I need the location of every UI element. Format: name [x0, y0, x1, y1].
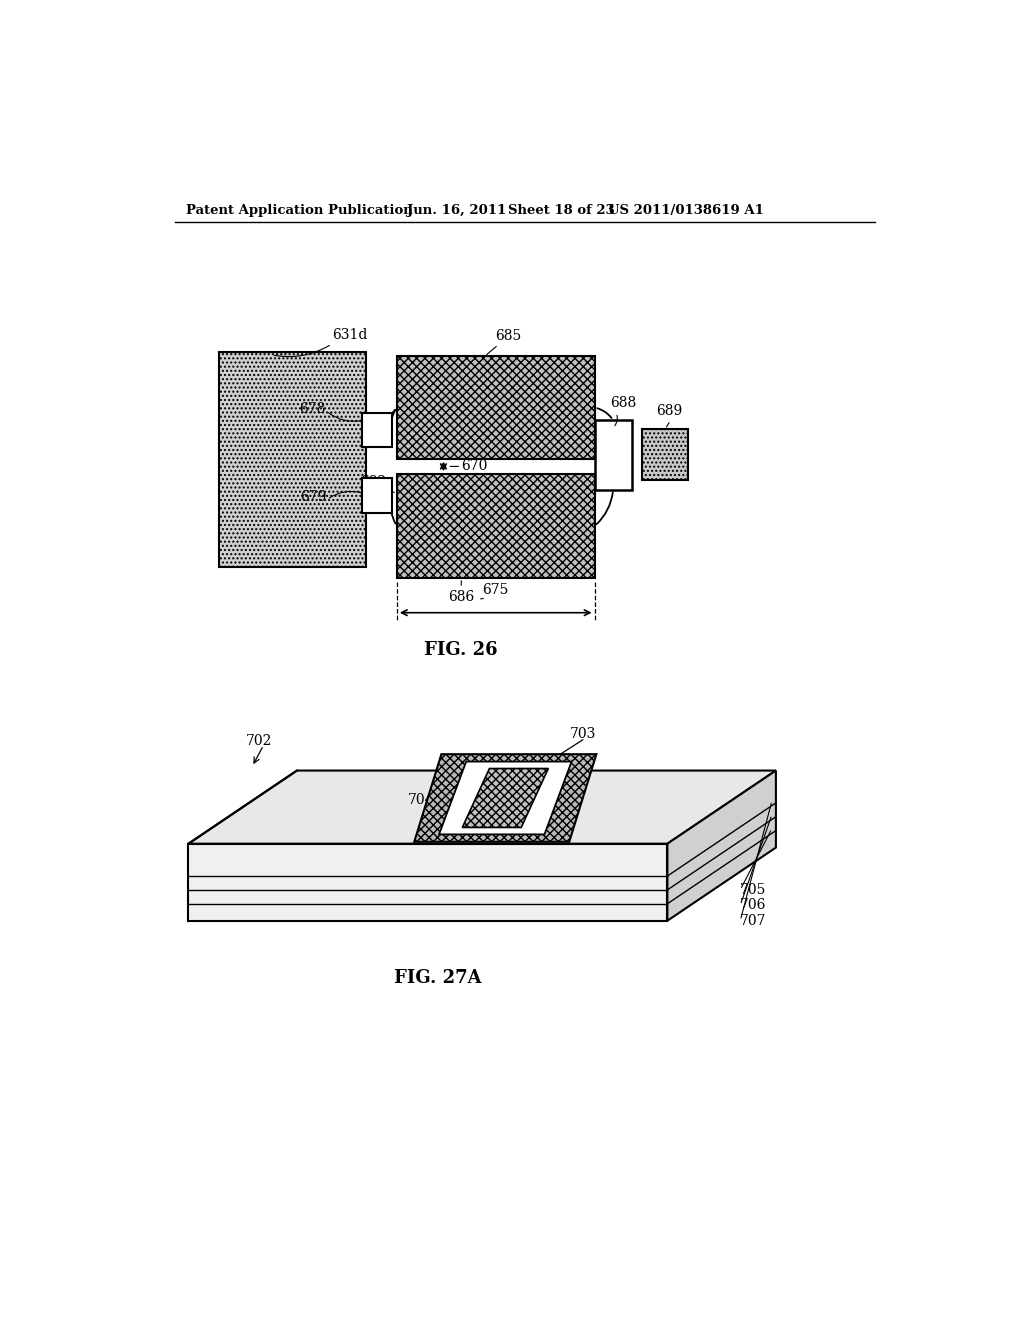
Text: 682: 682	[359, 475, 386, 488]
Text: 688: 688	[610, 396, 636, 411]
Text: 679: 679	[300, 490, 327, 504]
Text: 685: 685	[495, 329, 521, 343]
Polygon shape	[188, 843, 668, 921]
Polygon shape	[415, 754, 596, 842]
Text: 707: 707	[740, 913, 767, 928]
Text: 681: 681	[359, 433, 386, 446]
Polygon shape	[668, 771, 776, 921]
Bar	[642, 429, 688, 480]
Bar	[595, 420, 632, 490]
Bar	[397, 356, 595, 459]
Bar	[219, 352, 366, 566]
Text: Jun. 16, 2011: Jun. 16, 2011	[407, 205, 506, 218]
Text: 704: 704	[408, 793, 434, 807]
Text: FIG. 27A: FIG. 27A	[394, 969, 482, 987]
Text: 631d: 631d	[332, 327, 368, 342]
Text: 675: 675	[482, 583, 509, 597]
Text: 686: 686	[449, 590, 474, 603]
Text: Sheet 18 of 23: Sheet 18 of 23	[508, 205, 614, 218]
Bar	[362, 412, 391, 447]
Text: 689: 689	[655, 404, 682, 418]
Text: 702: 702	[246, 734, 272, 748]
Polygon shape	[462, 768, 548, 828]
Bar	[397, 474, 595, 578]
Bar	[362, 478, 391, 512]
Text: 670: 670	[461, 459, 487, 474]
Text: 703: 703	[569, 727, 596, 742]
Text: US 2011/0138619 A1: US 2011/0138619 A1	[608, 205, 764, 218]
Text: Patent Application Publication: Patent Application Publication	[186, 205, 413, 218]
Text: 705: 705	[740, 883, 767, 896]
Polygon shape	[188, 771, 776, 843]
Text: 678: 678	[299, 401, 326, 416]
Text: FIG. 26: FIG. 26	[424, 640, 498, 659]
Polygon shape	[439, 762, 571, 834]
Text: 706: 706	[740, 899, 767, 912]
